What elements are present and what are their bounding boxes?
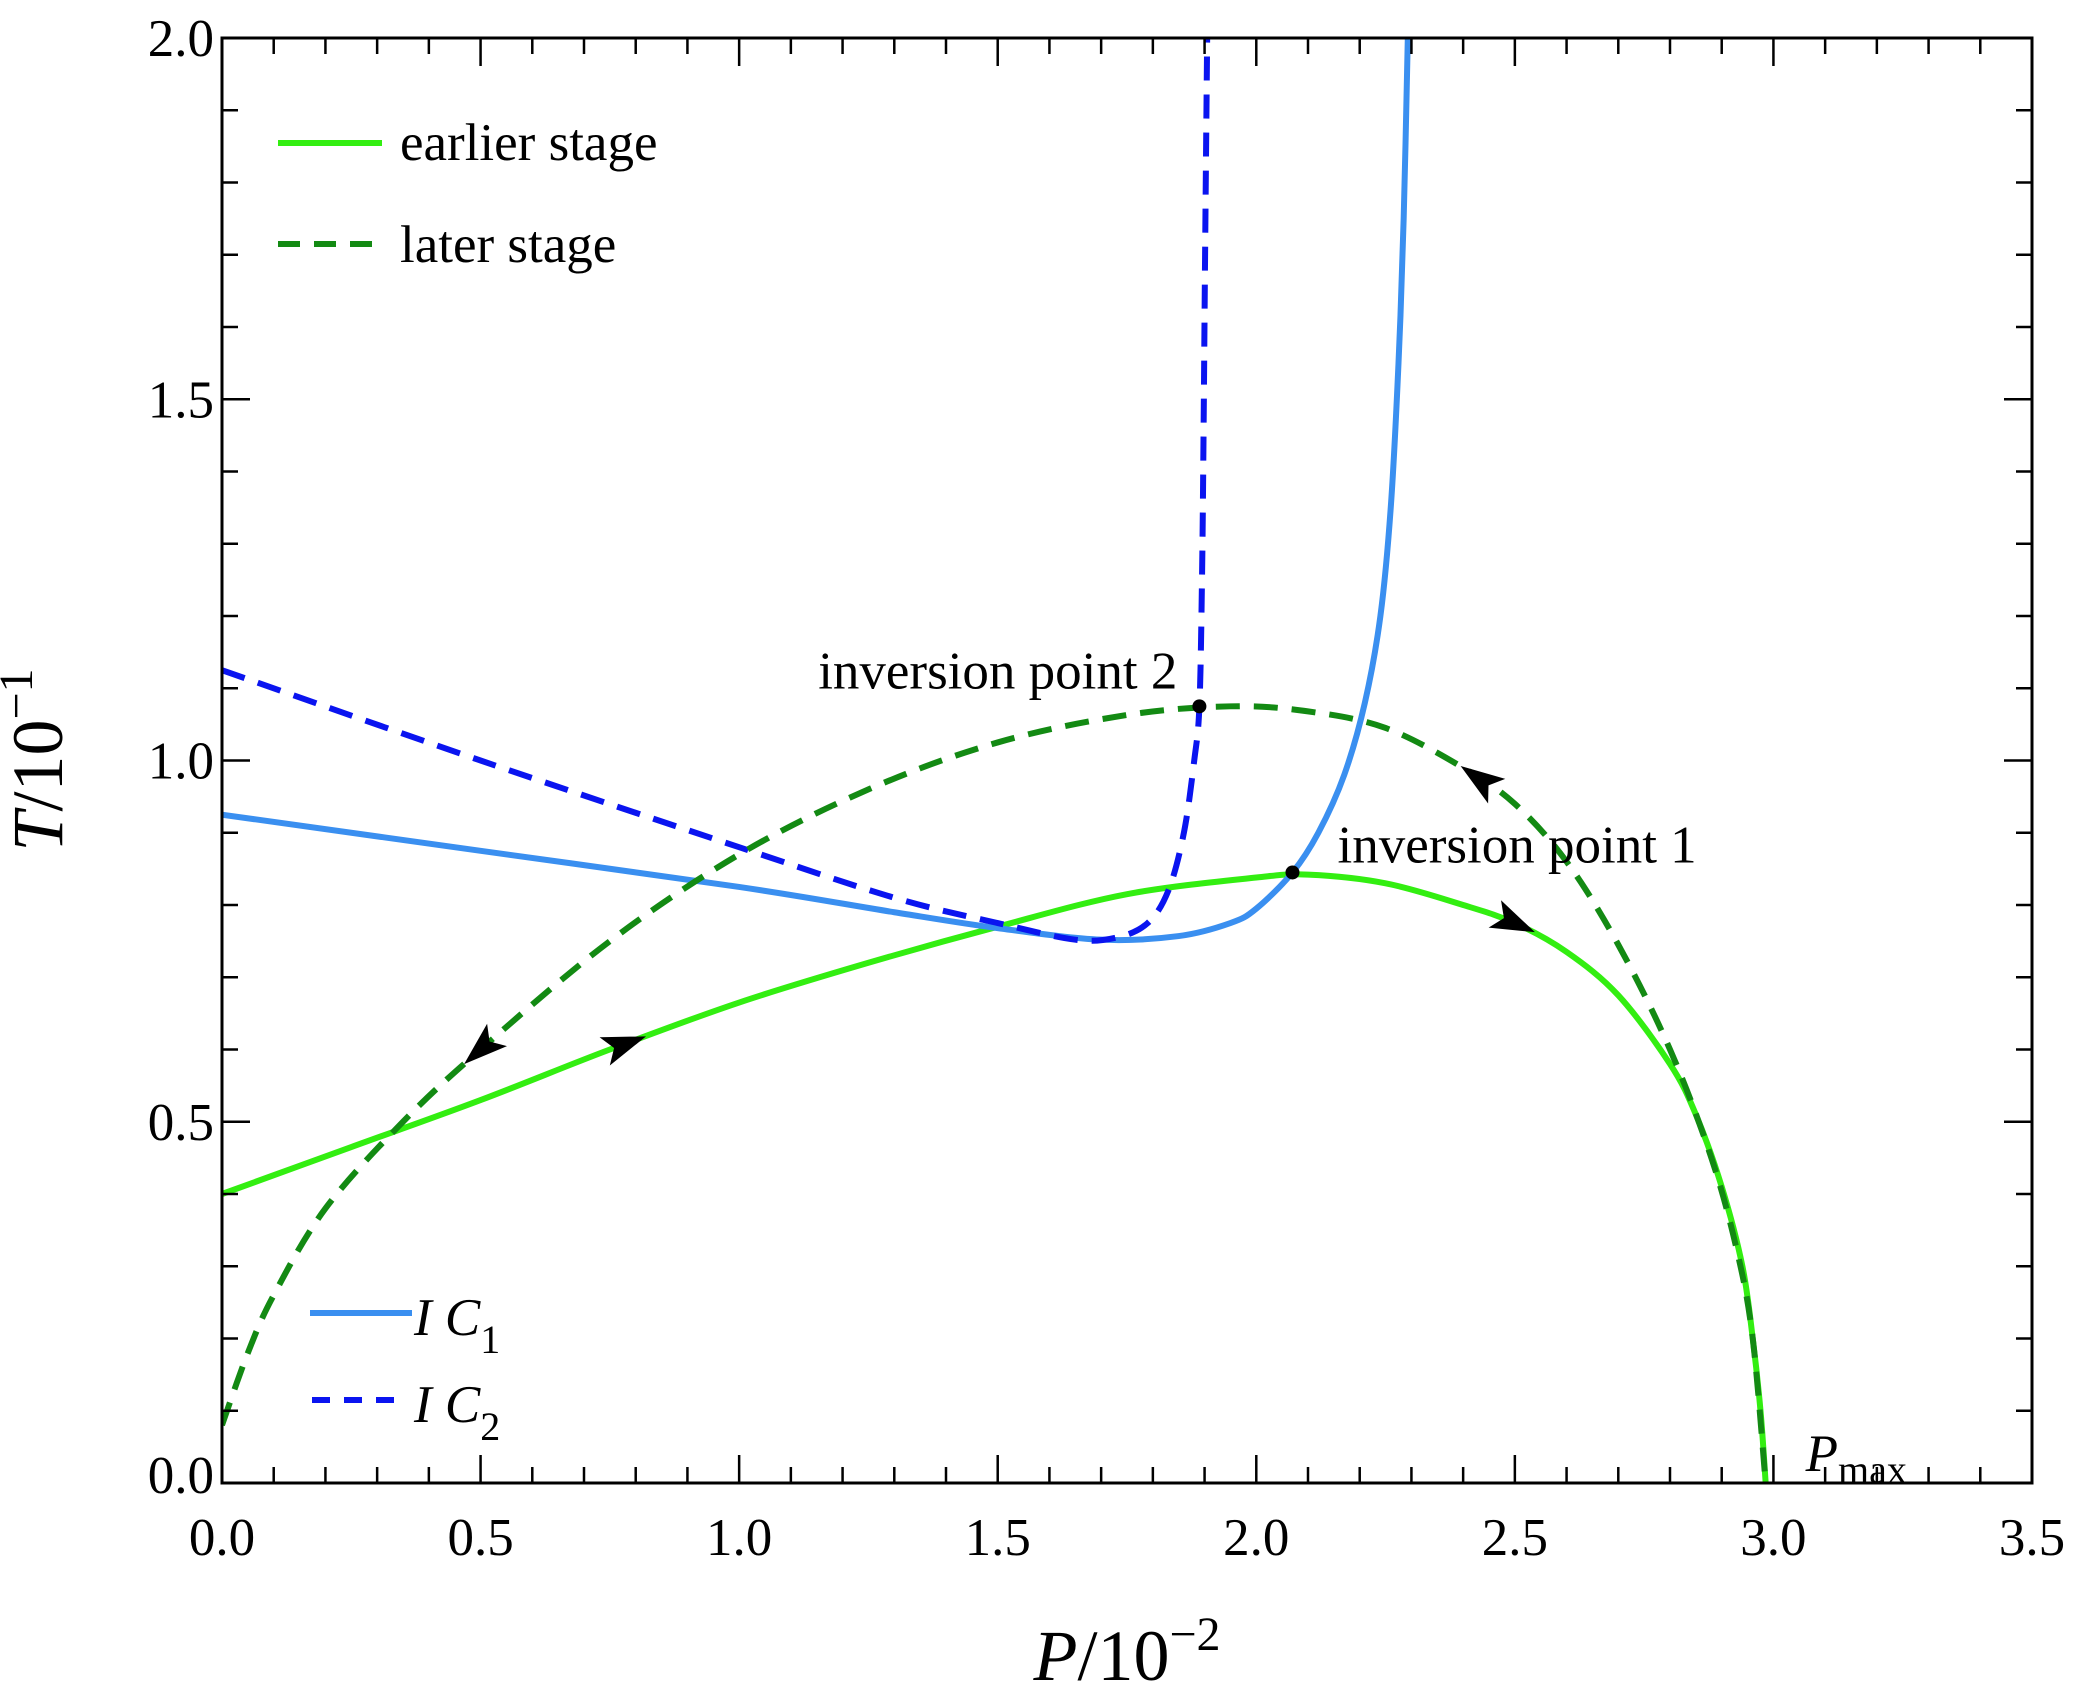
annotation-pmax: Pmax: [1805, 1425, 1907, 1492]
inversion-point-marker: [1192, 699, 1207, 714]
x-tick-label: 0.0: [189, 1509, 255, 1567]
inversion-point-marker: [1285, 865, 1300, 880]
x-axis-label: P/10−2: [1032, 1608, 1220, 1696]
x-tick-label: 3.0: [1740, 1509, 1806, 1567]
series-layer: [222, 38, 1769, 1483]
legend-sub-ic1: 1: [480, 1317, 500, 1362]
x-tick-label: 2.0: [1223, 1509, 1289, 1567]
annotation-inversion-point-1: inversion point 1: [1337, 816, 1696, 874]
tick-layer: 0.0 0.5 1.0 1.5 2.0 2.5 3.0 3.5 0.0 0.5 1.0 1.5 2.0: [148, 10, 2065, 1567]
y-tick-label: 1.5: [148, 371, 214, 429]
direction-arrow-icon: [464, 1023, 507, 1065]
series-line-later-stage: [222, 703, 1769, 1483]
legend-sub-ic2: 2: [480, 1404, 500, 1449]
x-tick-label: 3.5: [1999, 1509, 2065, 1567]
y-tick-label: 2.0: [148, 10, 214, 68]
direction-arrow-icon: [1460, 765, 1506, 804]
y-tick-label: 1.0: [148, 733, 214, 791]
direction-arrow-icon: [1488, 900, 1535, 933]
legend-bottom: I C1 I C2: [310, 1289, 500, 1449]
legend-label-later: later stage: [400, 216, 616, 274]
x-tick-label: 1.0: [706, 1509, 772, 1567]
x-tick-label: 2.5: [1482, 1509, 1548, 1567]
y-tick-label: 0.5: [148, 1094, 214, 1152]
y-axis-label: T/10−1: [0, 668, 78, 851]
x-tick-label: 0.5: [447, 1509, 513, 1567]
series-line-i-c_1: [222, 38, 1411, 944]
direction-arrow-icon: [599, 1036, 647, 1066]
mark-layer: [464, 699, 1535, 1066]
y-tick-label: 0.0: [148, 1447, 214, 1505]
legend-label-ic2: I C2: [413, 1376, 500, 1449]
legend-top: earlier stage later stage: [278, 114, 657, 274]
x-tick-label: 1.5: [965, 1509, 1031, 1567]
legend-label-ic1: I C1: [413, 1289, 500, 1362]
annotation-inversion-point-2: inversion point 2: [818, 642, 1177, 700]
legend-label-earlier: earlier stage: [400, 114, 657, 172]
series-line-i-c_2: [222, 38, 1211, 944]
